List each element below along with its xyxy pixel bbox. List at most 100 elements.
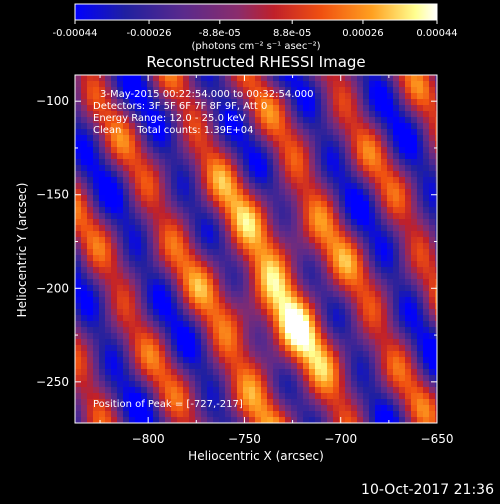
heatmap-cell <box>369 231 376 238</box>
heatmap-cell <box>291 207 298 214</box>
heatmap-cell <box>381 375 388 382</box>
heatmap-cell <box>111 345 118 352</box>
heatmap-cell <box>327 225 334 232</box>
heatmap-cell <box>429 177 436 184</box>
heatmap-cell <box>375 297 382 304</box>
heatmap-cell <box>375 393 382 400</box>
heatmap-cell <box>417 303 424 310</box>
heatmap-cell <box>417 351 424 358</box>
heatmap-cell <box>201 315 208 322</box>
heatmap-cell <box>339 315 346 322</box>
heatmap-cell <box>345 327 352 334</box>
heatmap-cell <box>417 363 424 370</box>
heatmap-cell <box>375 273 382 280</box>
heatmap-cell <box>231 213 238 220</box>
heatmap-cell <box>195 387 202 394</box>
heatmap-cell <box>387 339 394 346</box>
heatmap-cell <box>315 75 322 82</box>
heatmap-cell <box>75 177 82 184</box>
heatmap-cell <box>339 261 346 268</box>
heatmap-cell <box>267 291 274 298</box>
heatmap-cell <box>105 99 112 106</box>
heatmap-cell <box>405 411 412 418</box>
heatmap-cell <box>129 327 136 334</box>
heatmap-cell <box>363 387 370 394</box>
heatmap-cell <box>87 375 94 382</box>
heatmap-cell <box>105 279 112 286</box>
heatmap-cell <box>153 81 160 88</box>
heatmap-cell <box>357 279 364 286</box>
heatmap-cell <box>75 357 82 364</box>
heatmap-cell <box>303 417 310 423</box>
heatmap-cell <box>279 279 286 286</box>
heatmap-cell <box>285 417 292 423</box>
heatmap-cell <box>207 273 214 280</box>
heatmap-cell <box>429 153 436 160</box>
heatmap-cell <box>237 201 244 208</box>
heatmap-cell <box>345 399 352 406</box>
heatmap-cell <box>135 363 142 370</box>
heatmap-cell <box>237 171 244 178</box>
heatmap-cell <box>405 261 412 268</box>
heatmap-cell <box>75 153 82 160</box>
heatmap-cell <box>207 201 214 208</box>
heatmap-cell <box>267 213 274 220</box>
heatmap-cell <box>423 165 430 172</box>
heatmap-cell <box>165 87 172 94</box>
heatmap-cell <box>429 135 436 142</box>
heatmap-cell <box>219 231 226 238</box>
heatmap-cell <box>159 357 166 364</box>
heatmap-cell <box>321 141 328 148</box>
heatmap-cell <box>123 165 130 172</box>
heatmap-cell <box>171 339 178 346</box>
heatmap-cell <box>363 93 370 100</box>
heatmap-cell <box>387 189 394 196</box>
heatmap-cell <box>159 177 166 184</box>
heatmap-cell <box>117 207 124 214</box>
heatmap-cell <box>417 405 424 412</box>
heatmap-cell <box>363 171 370 178</box>
heatmap-cell <box>315 309 322 316</box>
heatmap-cell <box>165 231 172 238</box>
heatmap-cell <box>141 159 148 166</box>
heatmap-cell <box>75 321 82 328</box>
heatmap-cell <box>291 189 298 196</box>
heatmap-cell <box>213 189 220 196</box>
heatmap-cell <box>111 219 118 226</box>
heatmap-cell <box>201 285 208 292</box>
heatmap-cell <box>225 381 232 388</box>
heatmap-cell <box>393 153 400 160</box>
heatmap-cell <box>213 393 220 400</box>
heatmap-cell <box>345 363 352 370</box>
chart-title: Reconstructed RHESSI Image <box>146 53 365 71</box>
heatmap-cell <box>417 99 424 106</box>
heatmap-cell <box>201 339 208 346</box>
heatmap-cell <box>327 381 334 388</box>
heatmap-cell <box>429 99 436 106</box>
heatmap-cell <box>75 249 82 256</box>
heatmap-cell <box>165 183 172 190</box>
heatmap-cell <box>105 75 112 82</box>
heatmap-cell <box>423 297 430 304</box>
heatmap-cell <box>207 399 214 406</box>
heatmap-cell <box>423 135 430 142</box>
heatmap-cell <box>309 93 316 100</box>
heatmap-cell <box>225 195 232 202</box>
heatmap-cell <box>429 393 436 400</box>
heatmap-cell <box>153 411 160 418</box>
heatmap-cell <box>369 333 376 340</box>
y-tick-label: −100 <box>36 94 69 108</box>
heatmap-cell <box>387 159 394 166</box>
heatmap-cell <box>345 405 352 412</box>
heatmap-cell <box>93 321 100 328</box>
heatmap-cell <box>387 243 394 250</box>
heatmap-cell <box>429 213 436 220</box>
heatmap-cell <box>141 357 148 364</box>
heatmap-cell <box>93 381 100 388</box>
heatmap-cell <box>303 249 310 256</box>
heatmap-cell <box>333 345 340 352</box>
heatmap-cell <box>87 171 94 178</box>
heatmap-cell <box>75 369 82 376</box>
heatmap-cell <box>219 285 226 292</box>
heatmap-cell <box>405 117 412 124</box>
